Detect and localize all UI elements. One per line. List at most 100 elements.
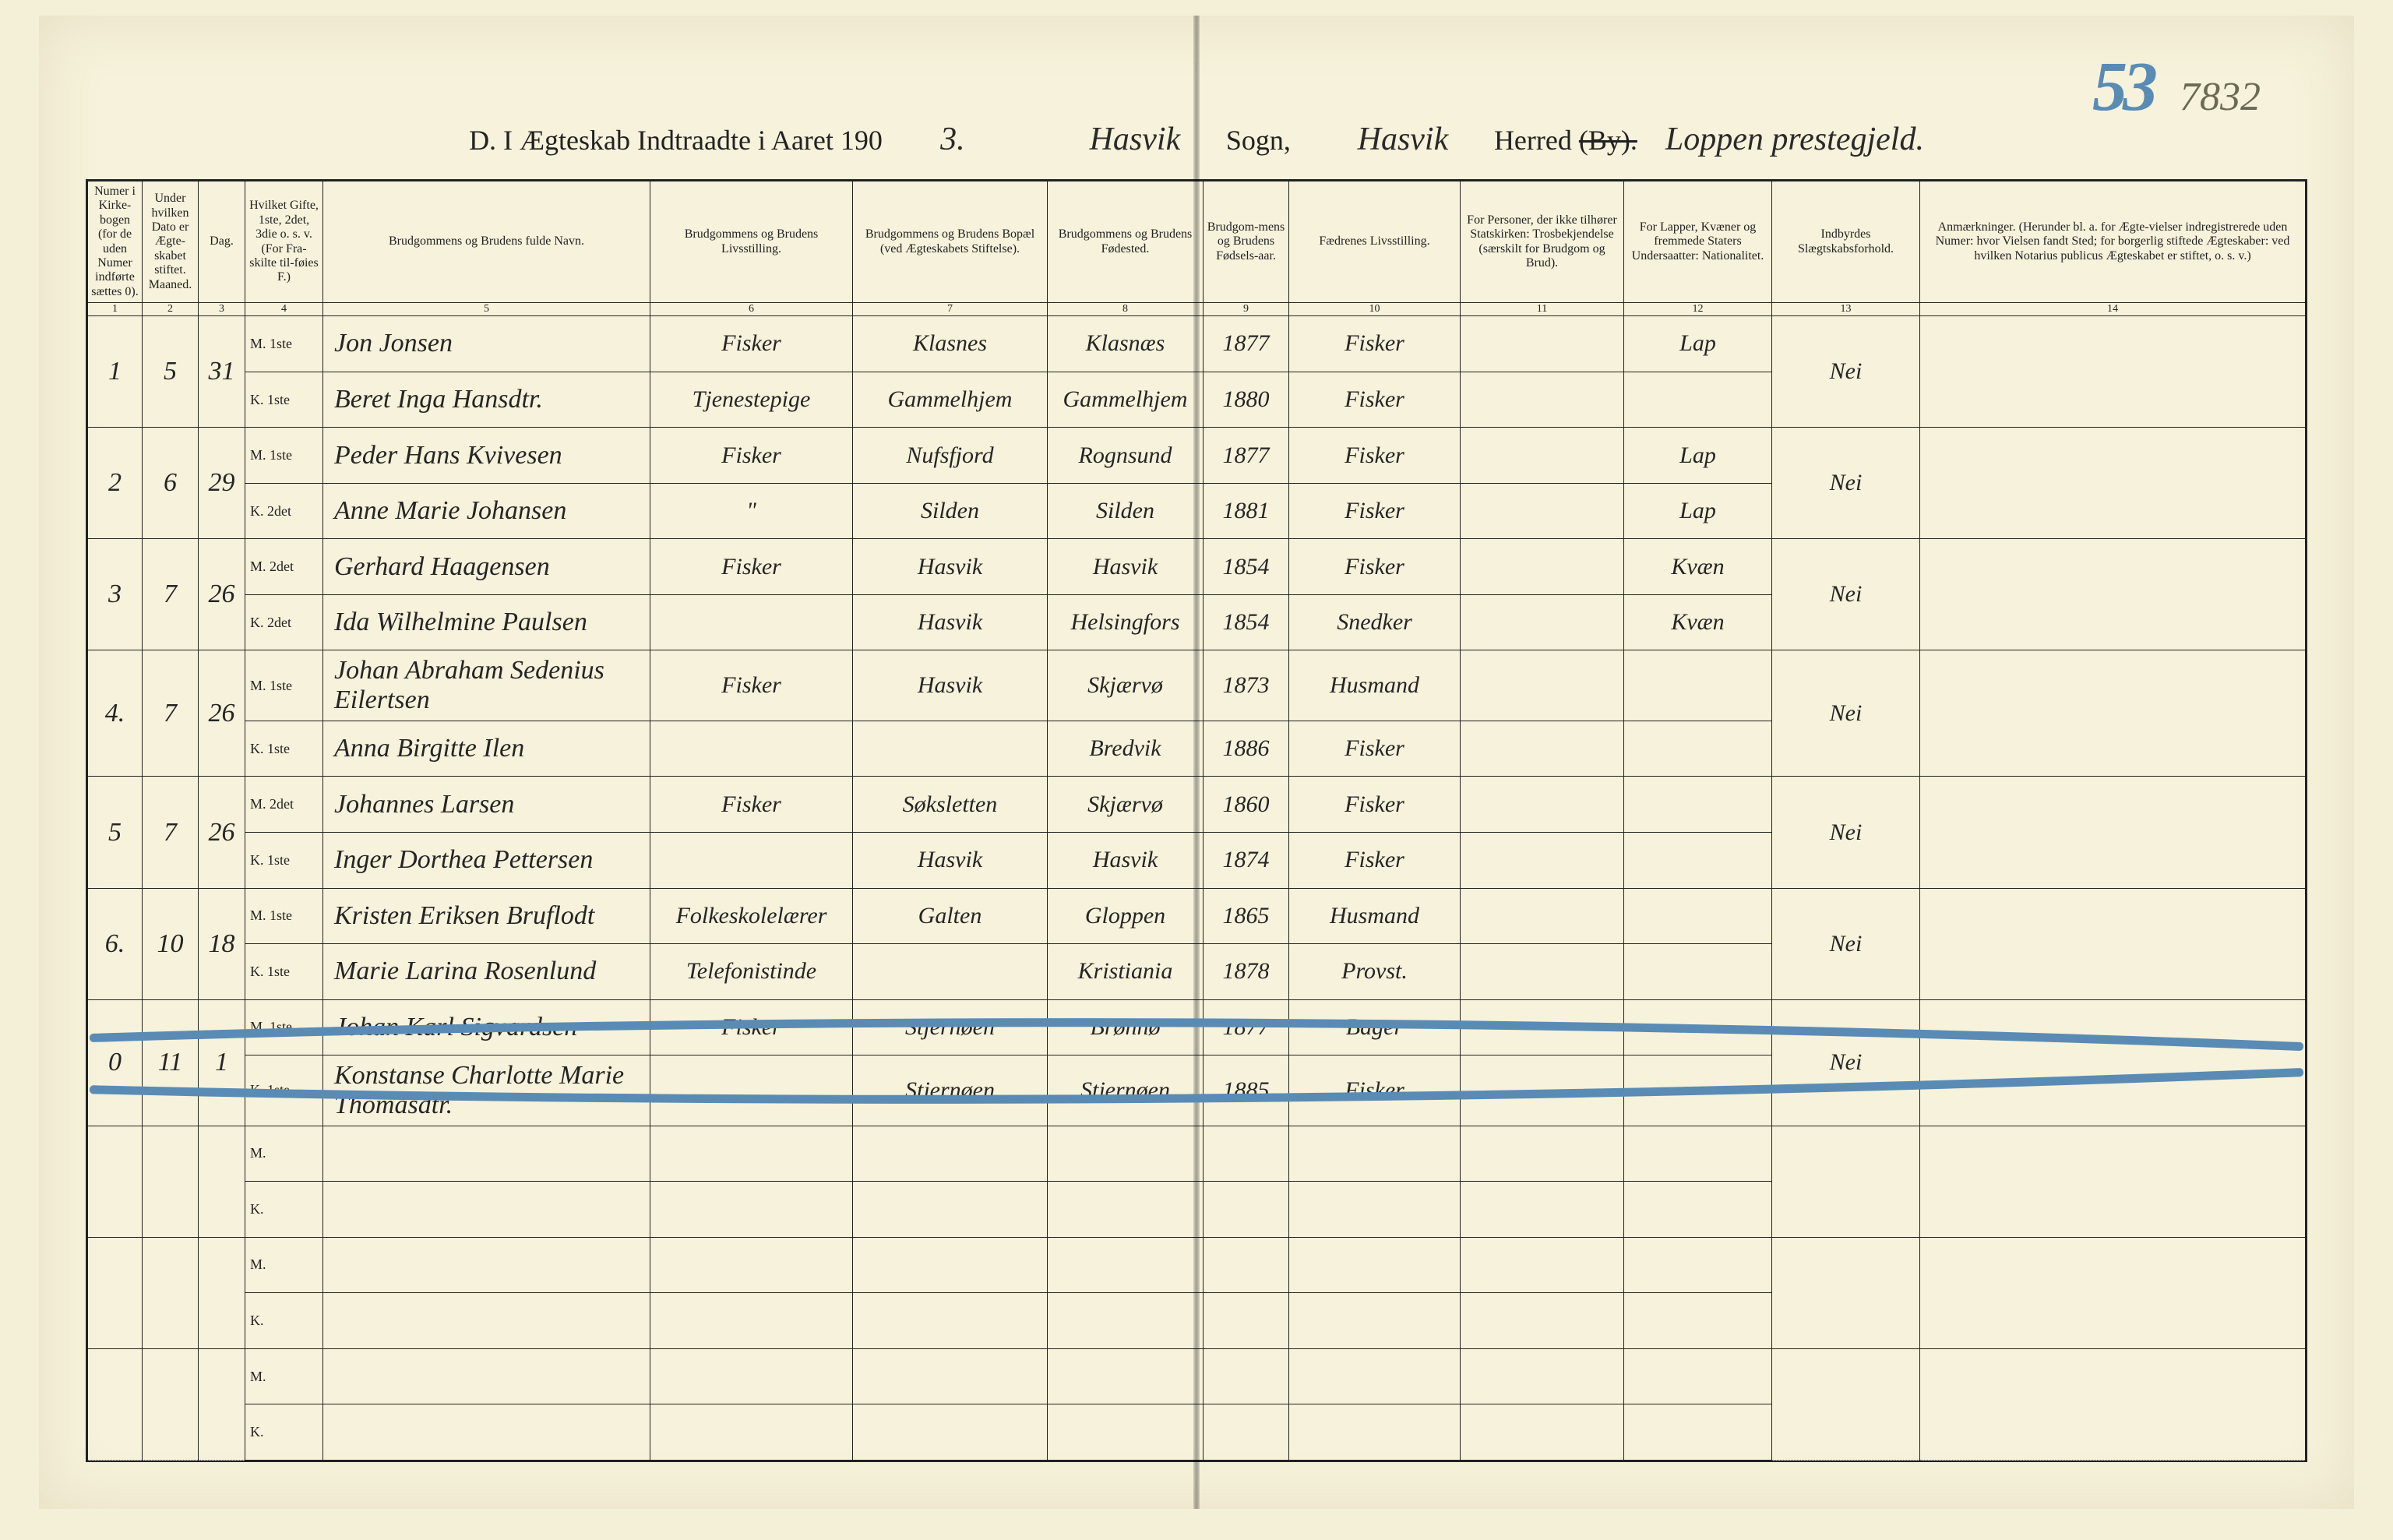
remarks: [1920, 428, 2306, 539]
col-num: 11: [1461, 303, 1624, 316]
bride-residence: [853, 944, 1048, 1000]
bride-name: Anne Marie Johansen: [323, 483, 650, 539]
groom-nationality: [1624, 999, 1772, 1055]
bride-confession: [1461, 594, 1624, 650]
groom-residence: Søksletten: [853, 777, 1048, 833]
groom-birthyear: 1865: [1204, 888, 1289, 944]
bride-confession: [1461, 1055, 1624, 1126]
col-num: 4: [245, 303, 323, 316]
bride-residence: Stjernøen: [853, 1055, 1048, 1126]
pencil-page-number: 7832: [2180, 75, 2261, 119]
bride-birthplace: Stjernøen: [1048, 1055, 1204, 1126]
header-by-struck: (By).: [1579, 125, 1637, 156]
header-sogn-label: Sogn,: [1226, 125, 1291, 156]
kinship: Nei: [1772, 539, 1920, 650]
bride-nationality: Lap: [1624, 483, 1772, 539]
bride-nationality: [1624, 721, 1772, 777]
bride-confession: [1461, 372, 1624, 428]
groom-birthplace: Hasvik: [1048, 539, 1204, 595]
bride-nationality: Kvæn: [1624, 594, 1772, 650]
col-num: 9: [1204, 303, 1289, 316]
groom-confession: [1461, 650, 1624, 721]
col-num: 12: [1624, 303, 1772, 316]
col-header-1: Numer i Kirke-bogen (for de uden Numer i…: [88, 181, 143, 303]
col-header-10: Fædrenes Livsstilling.: [1289, 181, 1461, 303]
bride-marriage-no: K. 1ste: [245, 372, 323, 428]
bride-occupation: [650, 833, 853, 889]
groom-birthplace: Rognsund: [1048, 428, 1204, 484]
bride-birthyear: 1886: [1204, 721, 1289, 777]
groom-residence: Klasnes: [853, 316, 1048, 372]
entry-number: 4.: [88, 650, 143, 777]
groom-name: Johan Abraham Sedenius Eilertsen: [323, 650, 650, 721]
groom-confession: [1461, 777, 1624, 833]
col-num: 5: [323, 303, 650, 316]
groom-occupation: Fisker: [650, 316, 853, 372]
bride-birthyear: 1880: [1204, 372, 1289, 428]
groom-father-occ: Fisker: [1289, 539, 1461, 595]
entry-month: 7: [143, 650, 199, 777]
bride-birthplace: Kristiania: [1048, 944, 1204, 1000]
groom-birthplace: Klasnæs: [1048, 316, 1204, 372]
entry-number: 6.: [88, 888, 143, 999]
entry-month: 10: [143, 888, 199, 999]
remarks: [1920, 650, 2306, 777]
entry-day: 1: [199, 999, 245, 1126]
bride-marriage-no: K. 2det: [245, 483, 323, 539]
groom-name: Gerhard Haagensen: [323, 539, 650, 595]
groom-birthplace: Skjærvø: [1048, 650, 1204, 721]
kinship: Nei: [1772, 428, 1920, 539]
groom-nationality: [1624, 650, 1772, 721]
bride-marriage-no: K. 1ste: [245, 1055, 323, 1126]
bride-name: Beret Inga Hansdtr.: [323, 372, 650, 428]
groom-occupation: Fisker: [650, 650, 853, 721]
entry-month: 7: [143, 777, 199, 888]
bride-nationality: [1624, 372, 1772, 428]
groom-birthyear: 1854: [1204, 539, 1289, 595]
col-header-12: For Lapper, Kvæner og fremmede Staters U…: [1624, 181, 1772, 303]
groom-residence: Stjernøen: [853, 999, 1048, 1055]
entry-number: 2: [88, 428, 143, 539]
header-printed-prefix: D. I Ægteskab Indtraadte i Aaret 190: [469, 125, 883, 156]
remarks: [1920, 777, 2306, 888]
groom-marriage-no: M. 2det: [245, 777, 323, 833]
bride-residence: Hasvik: [853, 833, 1048, 889]
col-header-4: Hvilket Gifte, 1ste, 2det, 3die o. s. v.…: [245, 181, 323, 303]
groom-occupation: Folkeskolelærer: [650, 888, 853, 944]
bride-confession: [1461, 944, 1624, 1000]
bride-nationality: [1624, 944, 1772, 1000]
groom-nationality: Kvæn: [1624, 539, 1772, 595]
groom-father-occ: Fisker: [1289, 777, 1461, 833]
bride-father-occ: Snedker: [1289, 594, 1461, 650]
groom-father-occ: Husmand: [1289, 650, 1461, 721]
col-num: 8: [1048, 303, 1204, 316]
groom-name: Peder Hans Kvivesen: [323, 428, 650, 484]
bride-father-occ: Fisker: [1289, 721, 1461, 777]
col-header-6: Brudgommens og Brudens Livsstilling.: [650, 181, 853, 303]
bride-father-occ: Provst.: [1289, 944, 1461, 1000]
entry-day: 26: [199, 777, 245, 888]
kinship: Nei: [1772, 777, 1920, 888]
bride-nationality: [1624, 833, 1772, 889]
bride-father-occ: Fisker: [1289, 833, 1461, 889]
col-header-3: Dag.: [199, 181, 245, 303]
groom-marriage-no: M. 1ste: [245, 999, 323, 1055]
bride-nationality: [1624, 1055, 1772, 1126]
bride-residence: Silden: [853, 483, 1048, 539]
header-herred-label: Herred: [1494, 125, 1579, 156]
entry-day: 29: [199, 428, 245, 539]
header-prestegjeld-hand: Loppen prestegjeld.: [1665, 121, 1924, 159]
entry-day: 26: [199, 539, 245, 650]
bride-confession: [1461, 483, 1624, 539]
col-num: 10: [1289, 303, 1461, 316]
groom-father-occ: Fisker: [1289, 428, 1461, 484]
bride-father-occ: Fisker: [1289, 1055, 1461, 1126]
bride-birthplace: Bredvik: [1048, 721, 1204, 777]
blue-page-number: 53: [2092, 48, 2153, 125]
entry-number: 5: [88, 777, 143, 888]
col-header-2: Under hvilken Dato er Ægte-skabet stifte…: [143, 181, 199, 303]
bride-name: Ida Wilhelmine Paulsen: [323, 594, 650, 650]
entry-month: 5: [143, 316, 199, 428]
bride-confession: [1461, 833, 1624, 889]
col-num: 1: [88, 303, 143, 316]
